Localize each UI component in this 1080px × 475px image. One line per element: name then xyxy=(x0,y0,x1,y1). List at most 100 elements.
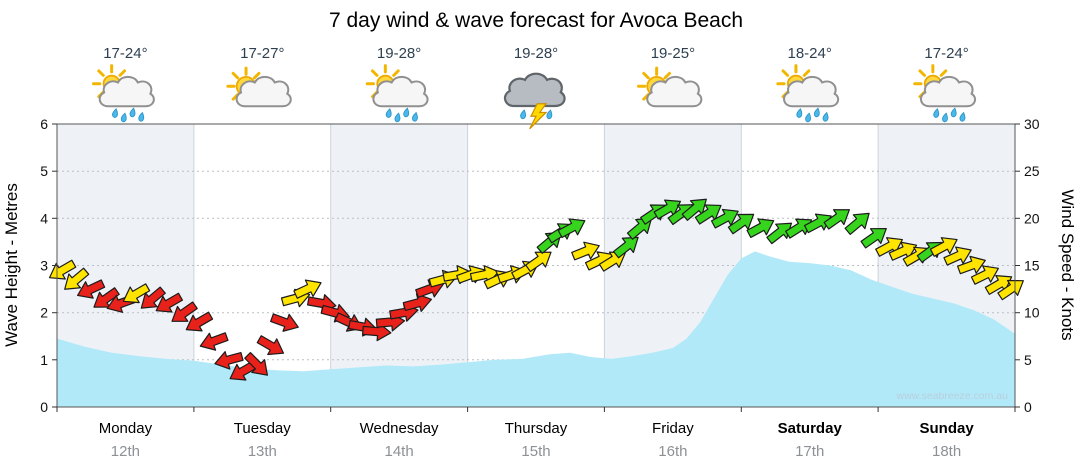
raindrop-icon xyxy=(403,107,410,118)
day-labels: Monday 12th 17-24° Tuesday 13th 17-27° Wednesd… xyxy=(99,45,975,460)
raindrop-icon xyxy=(546,109,553,120)
wind-arrow xyxy=(557,218,586,239)
right-axis-title: Wind Speed - Knots xyxy=(1058,189,1077,340)
wind-arrow xyxy=(93,287,120,308)
wind-arrow xyxy=(571,241,600,261)
day-temp-label: 17-24° xyxy=(103,45,147,62)
wind-arrow xyxy=(997,279,1024,301)
wind-arrow xyxy=(155,292,184,313)
right-tick-label: 25 xyxy=(1024,163,1040,179)
day-name-label: Friday xyxy=(652,420,694,437)
page-title: 7 day wind & wave forecast for Avoca Bea… xyxy=(329,9,743,32)
raindrop-icon xyxy=(796,108,803,118)
left-axis-title: Wave Height - Metres xyxy=(2,183,21,347)
raindrop-icon xyxy=(138,111,145,122)
left-tick-label: 3 xyxy=(40,258,48,274)
day-date-label: 12th xyxy=(111,443,140,460)
day-date-label: 16th xyxy=(658,443,687,460)
sun-cloud-icon xyxy=(637,66,703,108)
day-name-label: Tuesday xyxy=(234,420,291,437)
wind-arrow xyxy=(612,236,639,259)
wind-arrow xyxy=(823,209,850,230)
sun-ray xyxy=(231,71,240,80)
day-temp-label: 17-24° xyxy=(924,45,968,62)
day-date-label: 13th xyxy=(248,443,277,460)
wave-height-series xyxy=(57,251,1015,407)
wind-arrow xyxy=(293,279,322,299)
wave-height-area xyxy=(57,251,1015,407)
sun-ray xyxy=(663,71,672,80)
raindrop-icon xyxy=(120,112,127,123)
sun-ray xyxy=(370,69,379,77)
day-name-label: Wednesday xyxy=(360,420,439,437)
wind-arrow xyxy=(943,246,972,266)
raindrop-icon xyxy=(822,111,829,122)
sun-ray xyxy=(642,71,650,80)
wind-arrows xyxy=(48,198,1024,381)
cloud-icon xyxy=(98,75,155,108)
day-name-label: Thursday xyxy=(505,420,568,437)
raindrop-icon xyxy=(950,107,957,118)
wind-arrow xyxy=(402,293,432,312)
day-date-label: 17th xyxy=(795,443,824,460)
cloud-icon xyxy=(235,75,292,108)
day-name-label: Monday xyxy=(99,420,153,437)
wind-arrow xyxy=(525,251,552,273)
left-tick-label: 0 xyxy=(40,399,48,415)
right-tick-label: 15 xyxy=(1024,258,1040,274)
day-temp-label: 19-28° xyxy=(514,45,558,62)
sun-ray xyxy=(252,71,261,80)
wind-arrow xyxy=(270,313,299,332)
sun-ray xyxy=(97,69,105,77)
raindrop-icon xyxy=(933,108,940,118)
wind-arrow xyxy=(256,335,285,356)
wind-arrow xyxy=(710,208,739,229)
wind-arrow xyxy=(64,267,90,290)
raindrop-icon xyxy=(813,107,820,118)
wind-arrow xyxy=(77,279,106,299)
wind-arrow xyxy=(140,286,166,309)
day-name-label: Saturday xyxy=(778,420,843,437)
wind-arrow xyxy=(214,351,244,370)
left-tick-label: 2 xyxy=(40,305,48,321)
wind-arrow xyxy=(48,259,77,280)
cloud-icon xyxy=(646,75,703,108)
raindrop-icon xyxy=(941,112,948,123)
right-tick-label: 30 xyxy=(1024,116,1040,132)
axes: 0 1 2 3 4 5 6 0 5 10 15 20 25 30 xyxy=(40,116,1040,415)
raindrop-icon xyxy=(112,108,119,118)
left-tick-label: 5 xyxy=(40,163,48,179)
raindrop-icon xyxy=(411,111,418,122)
wind-arrow xyxy=(681,198,707,221)
day-date-label: 15th xyxy=(521,443,550,460)
left-tick-label: 6 xyxy=(40,116,48,132)
sun-cloud-rain-icon xyxy=(776,64,840,123)
sun-ray xyxy=(392,69,400,77)
lightning-icon xyxy=(529,103,548,130)
sun-cloud-rain-icon xyxy=(365,64,429,123)
cloud-icon xyxy=(503,72,566,108)
wind-arrow xyxy=(199,332,229,351)
weather-icons xyxy=(92,64,977,130)
raindrop-icon xyxy=(394,112,401,123)
right-tick-label: 10 xyxy=(1024,305,1040,321)
sun-ray xyxy=(118,69,127,77)
watermark: www.seabreeze.com.au xyxy=(896,390,1009,402)
left-tick-label: 4 xyxy=(40,210,48,226)
right-tick-label: 5 xyxy=(1024,352,1032,368)
cloud-icon xyxy=(783,75,840,108)
wind-arrow xyxy=(929,237,958,257)
raindrop-icon xyxy=(520,109,527,120)
day-name-label: Sunday xyxy=(920,420,975,437)
right-tick-label: 20 xyxy=(1024,210,1040,226)
cloud-icon xyxy=(372,75,429,108)
sun-cloud-rain-icon xyxy=(92,64,155,123)
raindrop-icon xyxy=(805,112,812,123)
raindrop-icon xyxy=(385,108,392,118)
sun-ray xyxy=(781,69,790,77)
wind-arrow xyxy=(746,218,775,239)
raindrop-icon xyxy=(959,111,966,122)
right-tick-label: 0 xyxy=(1024,399,1032,415)
cloud-icon xyxy=(919,75,977,108)
